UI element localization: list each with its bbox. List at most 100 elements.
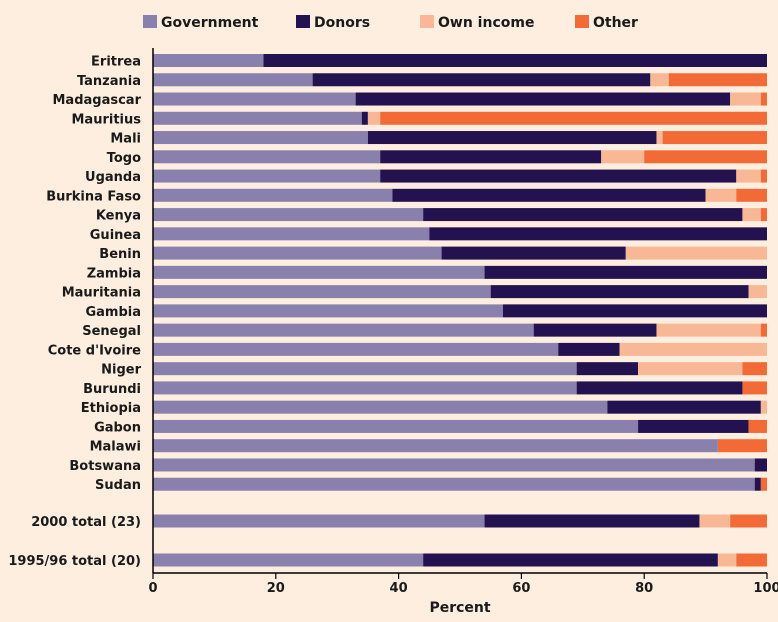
legend-swatch-government	[143, 15, 157, 28]
bar-government-togo	[153, 150, 380, 163]
category-label-burkina-faso: Burkina Faso	[46, 189, 141, 204]
legend-label-other: Other	[593, 15, 638, 31]
bar-own-income-uganda	[736, 170, 761, 183]
bar-own-income-niger	[638, 362, 742, 375]
bar-government-sudan	[153, 478, 755, 491]
category-label-2000-total-23: 2000 total (23)	[31, 515, 141, 530]
x-tick-label-20: 20	[267, 581, 285, 596]
bar-other-niger	[742, 362, 767, 375]
x-tick-label-100: 100	[753, 581, 778, 596]
category-label-guinea: Guinea	[90, 228, 141, 243]
x-tick-label-60: 60	[512, 581, 530, 596]
x-tick-label-0: 0	[148, 581, 157, 596]
bar-government-uganda	[153, 170, 380, 183]
bar-own-income-kenya	[742, 208, 760, 221]
bar-government-ethiopia	[153, 401, 607, 414]
bar-donors-niger	[577, 362, 638, 375]
bar-government-kenya	[153, 208, 423, 221]
bar-other-uganda	[761, 170, 767, 183]
category-label-kenya: Kenya	[96, 209, 141, 224]
bar-government-eritrea	[153, 54, 264, 67]
bar-donors-madagascar	[356, 93, 731, 106]
bar-other-senegal	[761, 324, 767, 337]
bar-own-income-madagascar	[730, 93, 761, 106]
category-label-tanzania: Tanzania	[77, 74, 141, 89]
bar-other-mali	[663, 131, 767, 144]
bar-government-burkina-faso	[153, 189, 392, 202]
legend-label-donors: Donors	[314, 15, 370, 31]
bar-donors-tanzania	[313, 73, 651, 86]
bar-donors-sudan	[755, 478, 761, 491]
bar-government-gambia	[153, 304, 503, 317]
bar-government-benin	[153, 247, 442, 260]
legend-swatch-other	[575, 15, 589, 28]
bar-donors-togo	[380, 150, 601, 163]
category-label-togo: Togo	[107, 151, 141, 166]
category-label-botswana: Botswana	[69, 459, 141, 474]
bar-donors-burundi	[577, 381, 743, 394]
bar-government-burundi	[153, 381, 577, 394]
category-label-ethiopia: Ethiopia	[81, 401, 141, 416]
bar-own-income-1995-96-total-20	[718, 554, 736, 567]
bar-government-tanzania	[153, 73, 313, 86]
bar-other-tanzania	[669, 73, 767, 86]
bar-own-income-2000-total-23	[699, 515, 730, 528]
bar-own-income-benin	[626, 247, 767, 260]
bar-donors-senegal	[534, 324, 657, 337]
category-label-sudan: Sudan	[95, 478, 141, 493]
category-label-mali: Mali	[110, 132, 141, 147]
bar-donors-gabon	[638, 420, 749, 433]
bar-donors-cote-d-ivoire	[558, 343, 619, 356]
bar-other-gabon	[749, 420, 767, 433]
bar-government-senegal	[153, 324, 534, 337]
x-tick-label-80: 80	[635, 581, 653, 596]
bar-government-gabon	[153, 420, 638, 433]
bar-government-mali	[153, 131, 368, 144]
bar-donors-1995-96-total-20	[423, 554, 718, 567]
category-label-mauritius: Mauritius	[72, 112, 142, 127]
bar-donors-benin	[442, 247, 626, 260]
bar-own-income-mali	[656, 131, 662, 144]
bar-donors-zambia	[485, 266, 767, 279]
bar-donors-eritrea	[264, 54, 767, 67]
bar-other-2000-total-23	[730, 515, 767, 528]
bar-donors-guinea	[429, 227, 767, 240]
category-label-mauritania: Mauritania	[62, 286, 141, 301]
bar-other-burkina-faso	[736, 189, 767, 202]
category-label-burundi: Burundi	[83, 382, 141, 397]
legend-swatch-donors	[296, 15, 310, 28]
bar-donors-ethiopia	[607, 401, 761, 414]
bar-other-1995-96-total-20	[736, 554, 767, 567]
bar-government-madagascar	[153, 93, 356, 106]
bar-donors-uganda	[380, 170, 736, 183]
bar-government-cote-d-ivoire	[153, 343, 558, 356]
bar-own-income-mauritius	[368, 112, 380, 125]
bar-other-mauritius	[380, 112, 767, 125]
category-label-gabon: Gabon	[94, 420, 141, 435]
bar-donors-mauritius	[362, 112, 368, 125]
bar-donors-mali	[368, 131, 657, 144]
bar-donors-kenya	[423, 208, 742, 221]
category-label-niger: Niger	[101, 363, 141, 378]
bar-donors-burkina-faso	[392, 189, 705, 202]
bar-government-botswana	[153, 458, 755, 471]
bar-government-guinea	[153, 227, 429, 240]
bar-own-income-burkina-faso	[706, 189, 737, 202]
category-label-senegal: Senegal	[82, 324, 141, 339]
category-label-gambia: Gambia	[85, 305, 141, 320]
bar-other-burundi	[742, 381, 767, 394]
x-axis-title: Percent	[429, 600, 490, 616]
bar-own-income-tanzania	[650, 73, 668, 86]
bar-own-income-togo	[601, 150, 644, 163]
category-label-benin: Benin	[99, 247, 141, 262]
category-label-eritrea: Eritrea	[91, 55, 141, 70]
bar-government-mauritius	[153, 112, 362, 125]
bar-other-sudan	[761, 478, 767, 491]
bar-government-niger	[153, 362, 577, 375]
bar-own-income-mauritania	[749, 285, 767, 298]
bar-other-togo	[644, 150, 767, 163]
category-label-madagascar: Madagascar	[53, 93, 142, 108]
bar-other-madagascar	[761, 93, 767, 106]
